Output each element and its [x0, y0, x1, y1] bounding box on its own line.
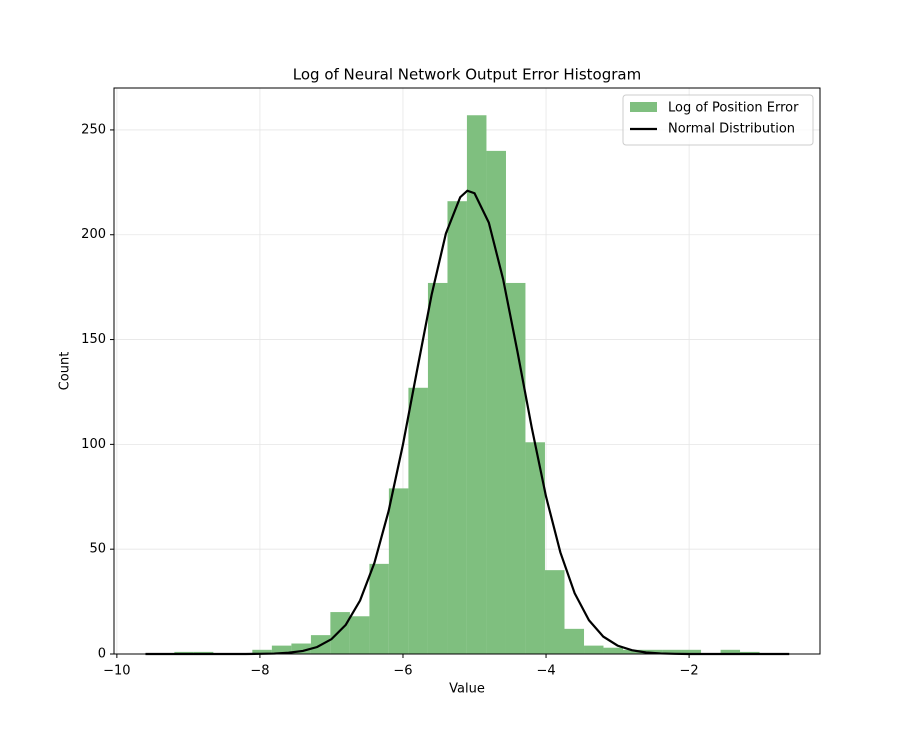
histogram-bar	[662, 649, 682, 654]
y-tick-label: 0	[98, 647, 106, 662]
histogram-bar	[720, 649, 741, 654]
x-tick-label: −2	[680, 664, 699, 679]
histogram-bar	[252, 649, 272, 654]
plot-frame	[113, 87, 821, 655]
histogram-bar	[623, 649, 643, 654]
y-tick-label: 100	[81, 437, 106, 452]
y-tick-label: 50	[89, 542, 106, 557]
histogram-bar	[447, 201, 467, 654]
histogram-bar	[681, 649, 702, 654]
y-tick-label: 250	[81, 122, 106, 137]
histogram-bar	[544, 570, 565, 654]
histogram-bar	[408, 387, 428, 654]
histogram-bar	[603, 647, 624, 654]
histogram-bar	[564, 628, 585, 654]
histogram-bar	[427, 282, 448, 654]
y-axis-label: Count	[58, 352, 73, 391]
histogram-bar	[525, 442, 545, 654]
histogram-bar	[388, 488, 409, 654]
histogram-bar	[505, 282, 526, 654]
legend-label: Normal Distribution	[668, 122, 795, 137]
x-axis-label: Value	[449, 682, 485, 697]
x-tick-label: −8	[250, 664, 269, 679]
histogram-bar	[271, 645, 292, 654]
legend-label: Log of Position Error	[668, 101, 799, 116]
histogram-bar	[486, 150, 506, 654]
histogram-bar	[584, 645, 604, 654]
x-tick-label: −10	[103, 664, 130, 679]
chart-title: Log of Neural Network Output Error Histo…	[293, 66, 641, 84]
histogram-bar	[330, 612, 350, 654]
x-tick-label: −6	[393, 664, 412, 679]
legend-box	[622, 94, 814, 146]
y-tick-label: 200	[81, 227, 106, 242]
histogram-bar	[369, 563, 389, 654]
histogram-bar	[349, 616, 370, 654]
normal-curve	[145, 189, 790, 656]
histogram-bar	[466, 115, 487, 655]
x-tick-label: −4	[536, 664, 555, 679]
y-tick-label: 150	[81, 332, 106, 347]
histogram-bar	[291, 643, 311, 654]
legend-swatch	[630, 102, 657, 112]
